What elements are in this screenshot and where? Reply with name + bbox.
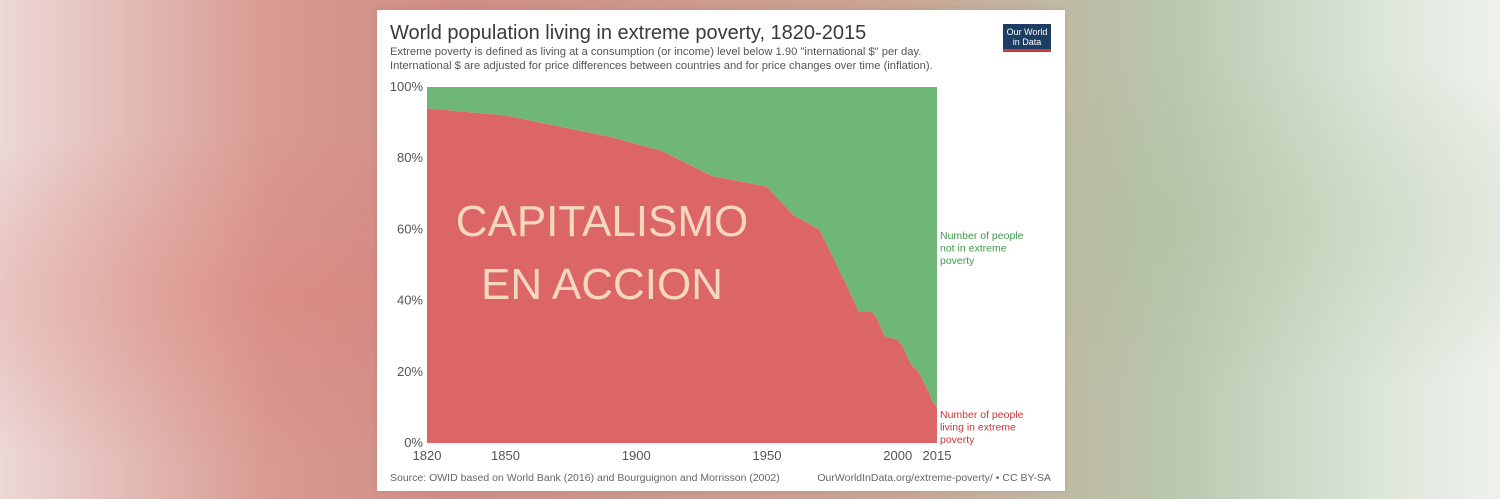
series-label-not-in-poverty: Number of people [940,230,1024,242]
chart-subtitle-line-2: International $ are adjusted for price d… [390,60,933,72]
area-not-in-extreme-poverty [427,87,937,408]
chart-card: World population living in extreme pover… [377,10,1065,491]
credit-link[interactable]: OurWorldInData.org/extreme-poverty/ • CC… [817,472,1051,484]
y-tick-label: 20% [397,364,423,379]
y-tick-label: 60% [397,221,423,236]
series-label-not-in-poverty: poverty [940,255,975,267]
x-tick-label: 1820 [413,448,442,463]
chart-title: World population living in extreme pover… [390,22,867,44]
series-label-in-poverty: living in extreme [940,422,1016,434]
owid-logo[interactable]: Our World in Data [1003,24,1051,52]
series-label-not-in-poverty: not in extreme [940,243,1007,255]
logo-line-1: Our World [1006,27,1048,37]
x-tick-label: 2015 [923,448,952,463]
x-tick-label: 1850 [491,448,520,463]
overlay-annotation-text: CAPITALISMO [456,197,749,246]
poverty-area-chart: 0% 20% 40% 60% 80% 100% 1820 1850 1900 1950 2000 20… [390,79,1024,463]
series-label-in-poverty: Number of people [940,409,1024,421]
x-tick-label: 1900 [622,448,651,463]
area-living-in-extreme-poverty [427,108,937,444]
x-tick-label: 2000 [883,448,912,463]
logo-line-2: in Data [1012,37,1042,47]
source-note: Source: OWID based on World Bank (2016) … [390,472,780,484]
y-tick-label: 0% [404,435,423,450]
y-tick-label: 40% [397,293,423,308]
series-label-in-poverty: poverty [940,434,975,446]
y-tick-label: 80% [397,150,423,165]
overlay-annotation-text: EN ACCION [481,260,723,309]
y-tick-label: 100% [390,79,424,94]
chart-subtitle-line-1: Extreme poverty is defined as living at … [390,46,922,58]
x-tick-label: 1950 [753,448,782,463]
